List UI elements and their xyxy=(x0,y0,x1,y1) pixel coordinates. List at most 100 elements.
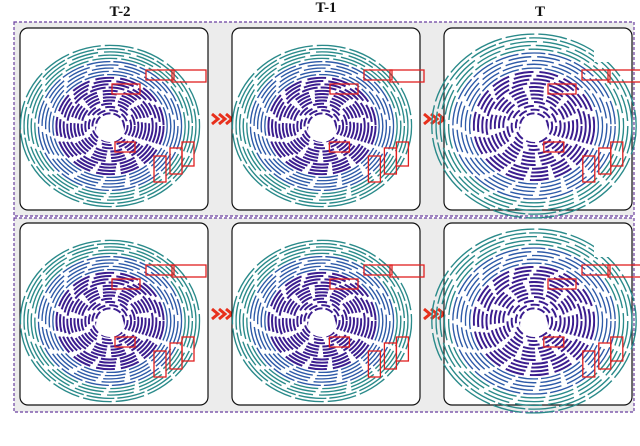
detection-box xyxy=(329,83,359,95)
column-header: T xyxy=(535,4,545,20)
scan-ring xyxy=(286,94,357,158)
panel-mask xyxy=(382,32,416,62)
scan-ring xyxy=(297,299,347,344)
scan-ring xyxy=(276,279,369,363)
panel-mask xyxy=(594,227,628,257)
scan-ring xyxy=(258,263,387,379)
scan-ring xyxy=(432,34,636,218)
scan-ring xyxy=(444,240,623,401)
scan-ring xyxy=(74,289,145,353)
detection-box xyxy=(181,141,195,167)
detection-box xyxy=(547,278,577,290)
detection-box xyxy=(329,278,359,290)
scan-ring xyxy=(28,247,193,395)
scan-ring xyxy=(243,250,401,392)
scan-ring xyxy=(495,286,573,357)
scan-ring xyxy=(232,240,411,401)
scan-ring xyxy=(265,75,379,178)
detection-box xyxy=(389,264,425,278)
detection-box xyxy=(171,264,207,278)
scan-ring xyxy=(71,91,149,162)
scan-ring xyxy=(461,60,607,191)
column-header: T-1 xyxy=(315,0,336,16)
scan-ring xyxy=(265,270,379,373)
scan-ring xyxy=(78,97,142,155)
scan-ring xyxy=(247,253,397,388)
scan-ring xyxy=(491,87,578,165)
scan-ring xyxy=(308,113,336,138)
scan-ring xyxy=(250,257,393,386)
detection-box xyxy=(145,69,175,81)
scan-ring xyxy=(232,45,411,206)
scan-ring xyxy=(290,97,354,155)
ego-vehicle xyxy=(96,313,124,337)
scan-ring xyxy=(254,65,390,187)
detection-box xyxy=(543,141,565,153)
detection-box xyxy=(145,264,175,276)
detection-box xyxy=(328,141,351,153)
scan-ring xyxy=(96,113,124,138)
scan-ring xyxy=(457,252,611,391)
scan-ring xyxy=(46,263,175,379)
scan-ring xyxy=(261,266,383,375)
detection-box xyxy=(367,155,382,183)
scan-ring xyxy=(49,71,171,180)
detection-box xyxy=(582,155,596,183)
scan-ring xyxy=(35,253,185,388)
detection-box xyxy=(111,83,141,95)
scan-ring xyxy=(478,271,590,372)
panel-mask xyxy=(594,32,628,62)
panel-mask xyxy=(170,227,204,257)
scan-ring xyxy=(89,302,131,340)
scan-ring xyxy=(283,91,361,162)
scan-ring xyxy=(276,84,369,168)
scan-ring xyxy=(42,65,178,187)
scan-ring xyxy=(85,104,135,149)
scan-ring xyxy=(297,104,347,149)
scan-ring xyxy=(449,49,620,203)
scan-ring xyxy=(272,276,372,366)
scan-ring xyxy=(240,247,405,395)
scan-ring xyxy=(294,295,351,346)
scan-ring xyxy=(38,62,181,191)
scan-ring xyxy=(294,100,351,151)
scan-ring xyxy=(71,286,149,357)
scan-ring xyxy=(272,81,372,171)
scan-ring xyxy=(243,55,401,197)
detection-box xyxy=(363,264,393,276)
scan-ring xyxy=(507,297,560,345)
lidar-panel xyxy=(432,27,640,218)
scan-ring xyxy=(520,113,548,138)
scan-ring xyxy=(486,83,581,169)
scan-ring xyxy=(470,263,599,379)
detection-box xyxy=(153,350,167,378)
detection-box xyxy=(547,83,577,95)
detection-box xyxy=(395,141,410,167)
detection-box xyxy=(367,350,382,378)
ego-vehicle xyxy=(308,118,336,142)
scan-ring xyxy=(301,107,343,145)
scan-ring xyxy=(31,250,189,392)
scan-ring xyxy=(53,270,167,373)
scan-ring xyxy=(236,49,408,204)
scan-ring xyxy=(247,58,397,193)
scan-ring xyxy=(279,87,365,164)
ego-vehicle xyxy=(520,313,548,337)
detection-box xyxy=(610,336,624,362)
scan-ring xyxy=(240,52,405,200)
scan-ring xyxy=(268,78,375,174)
scan-ring xyxy=(444,45,623,206)
scan-ring xyxy=(465,259,602,382)
scan-ring xyxy=(24,49,196,204)
scan-ring xyxy=(74,94,145,158)
scan-ring xyxy=(495,91,573,162)
detection-box xyxy=(114,336,136,348)
scan-ring xyxy=(236,244,408,399)
scan-ring xyxy=(20,240,199,401)
panels xyxy=(19,27,640,413)
detection-box xyxy=(153,155,167,183)
lidar-panel xyxy=(432,222,640,413)
scan-ring xyxy=(482,274,586,367)
